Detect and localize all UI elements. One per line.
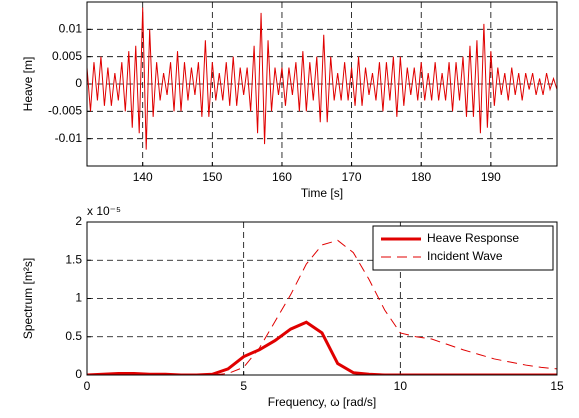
y-tick-label: 1 <box>75 291 82 305</box>
x-tick-label: 170 <box>342 170 362 184</box>
y-tick-label: 0 <box>75 76 82 90</box>
x-tick-label: 15 <box>550 379 564 393</box>
x-tick-label: 180 <box>411 170 431 184</box>
y-tick-label: 0 <box>75 367 82 381</box>
series-line <box>87 7 557 150</box>
series-line <box>87 239 557 375</box>
x-axis-label: Frequency, ω [rad/s] <box>268 395 377 409</box>
y-axis-label: Spectrum [m²s] <box>21 258 35 339</box>
y-tick-label: 0.5 <box>65 329 82 343</box>
series-line <box>87 320 557 375</box>
x-tick-label: 160 <box>272 170 292 184</box>
x-axis-label: Time [s] <box>301 186 343 200</box>
x-tick-label: 190 <box>481 170 501 184</box>
y-tick-label: -0.01 <box>55 131 83 145</box>
y-tick-label: 0.01 <box>59 22 83 36</box>
legend-label: Incident Wave <box>427 249 503 263</box>
y-axis-label: Heave [m] <box>21 57 35 112</box>
x-tick-label: 140 <box>133 170 153 184</box>
y-tick-label: 2 <box>75 214 82 228</box>
y-tick-label: 0.005 <box>52 49 82 63</box>
x-tick-label: 150 <box>202 170 222 184</box>
y-tick-label: 1.5 <box>65 252 82 266</box>
legend-label: Heave Response <box>427 231 519 245</box>
axes-frame <box>86 1 558 167</box>
y-tick-label: -0.005 <box>48 104 82 118</box>
y-multiplier: x 10⁻⁵ <box>87 204 121 218</box>
x-tick-label: 10 <box>394 379 408 393</box>
axes-frame <box>86 221 558 376</box>
x-tick-label: 5 <box>240 379 247 393</box>
legend-box <box>372 225 554 271</box>
x-tick-label: 0 <box>84 379 91 393</box>
